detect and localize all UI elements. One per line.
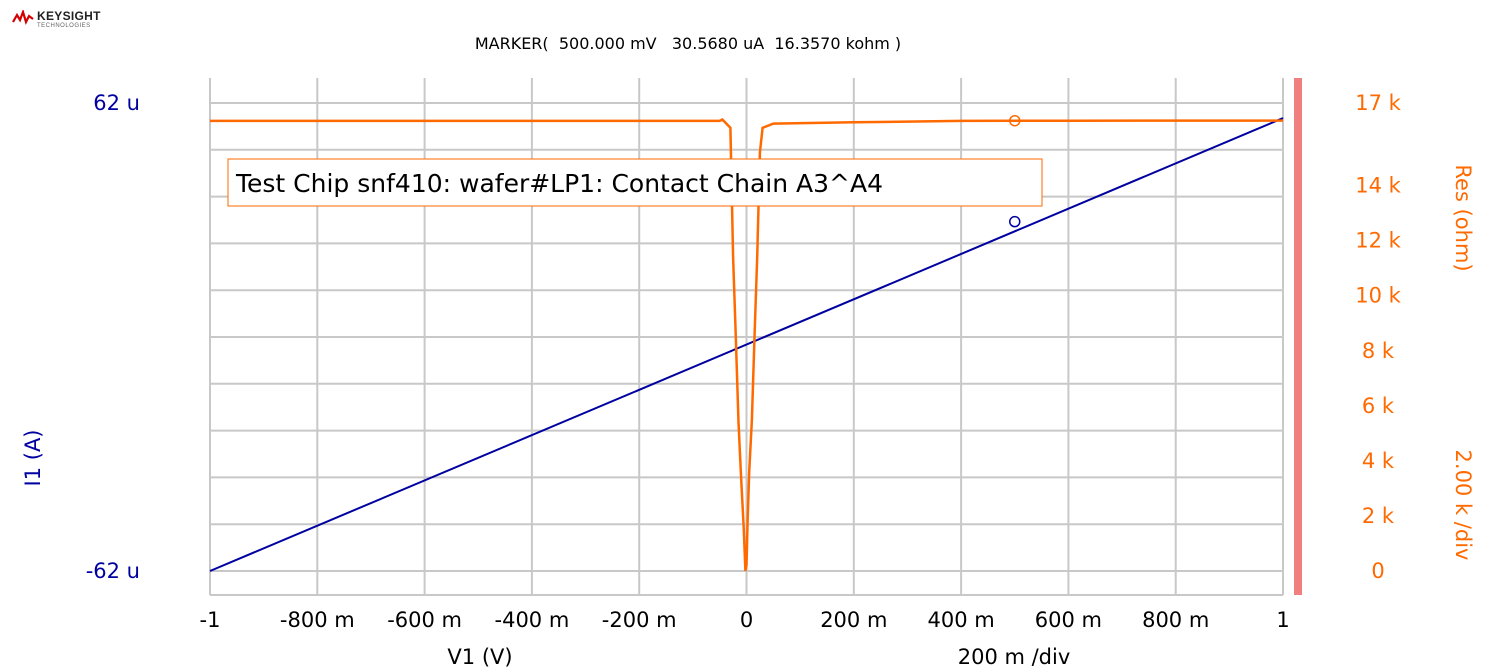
keysight-wave-icon [12,8,34,25]
x-tick-label: -200 m [602,608,677,632]
right-tick-label: 12 k [1355,229,1401,253]
series-line-res [210,117,1283,572]
plot-markers [1009,114,1021,228]
x-axis-label: V1 (V) [447,645,512,669]
right-tick-label: 2 k [1362,504,1395,528]
x-tick-label: 200 m [820,608,887,632]
x-tick-label: 400 m [927,608,994,632]
x-tick-labels: -1 -800 m -600 m -400 m -200 m 0 200 m 400 m 600… [200,608,1290,632]
brand-name: KEYSIGHT [37,9,101,23]
series-line-i1 [209,117,1284,572]
right-tick-label: 14 k [1355,174,1401,198]
x-tick-label: -1 [200,608,221,632]
plot-series [209,117,1284,572]
x-tick-label: 600 m [1035,608,1102,632]
brand-subtitle: TECHNOLOGIES [37,23,91,29]
right-axis-bar [1294,78,1302,595]
right-tick-label: 10 k [1355,284,1401,308]
right-tick-label: 6 k [1362,394,1395,418]
left-tick-labels: 62 u -62 u [86,91,140,583]
x-tick-label: 1 [1276,608,1289,632]
right-tick-label: 8 k [1362,339,1395,363]
marker-readout: MARKER( 500.000 mV 30.5680 uA 16.3570 ko… [474,34,902,53]
left-axis-label: I1 (A) [21,430,45,487]
right-tick-label: 17 k [1355,91,1401,115]
left-tick-label: -62 u [86,559,140,583]
chart-title: Test Chip snf410: wafer#LP1: Contact Cha… [235,169,883,198]
x-tick-label: 800 m [1142,608,1209,632]
x-tick-label: 0 [740,608,753,632]
right-tick-label: 0 [1371,559,1384,583]
x-tick-label: -400 m [495,608,570,632]
x-tick-label: -600 m [387,608,462,632]
right-axis-label: Res (ohm) [1451,164,1475,271]
chart-title-box: Test Chip snf410: wafer#LP1: Contact Cha… [227,158,1043,207]
left-tick-label: 62 u [93,91,140,115]
marker-point-res [1009,114,1021,127]
marker-point-i1 [1009,215,1021,228]
x-div-label: 200 m /div [958,645,1071,669]
right-tick-labels: 0 2 k 4 k 6 k 8 k 10 k 12 k 14 k 17 k [1355,91,1401,583]
x-tick-label: -800 m [280,608,355,632]
keysight-logo: KEYSIGHT TECHNOLOGIES [12,8,142,40]
right-div-label: 2.00 k /div [1451,450,1475,561]
right-tick-label: 4 k [1362,449,1395,473]
